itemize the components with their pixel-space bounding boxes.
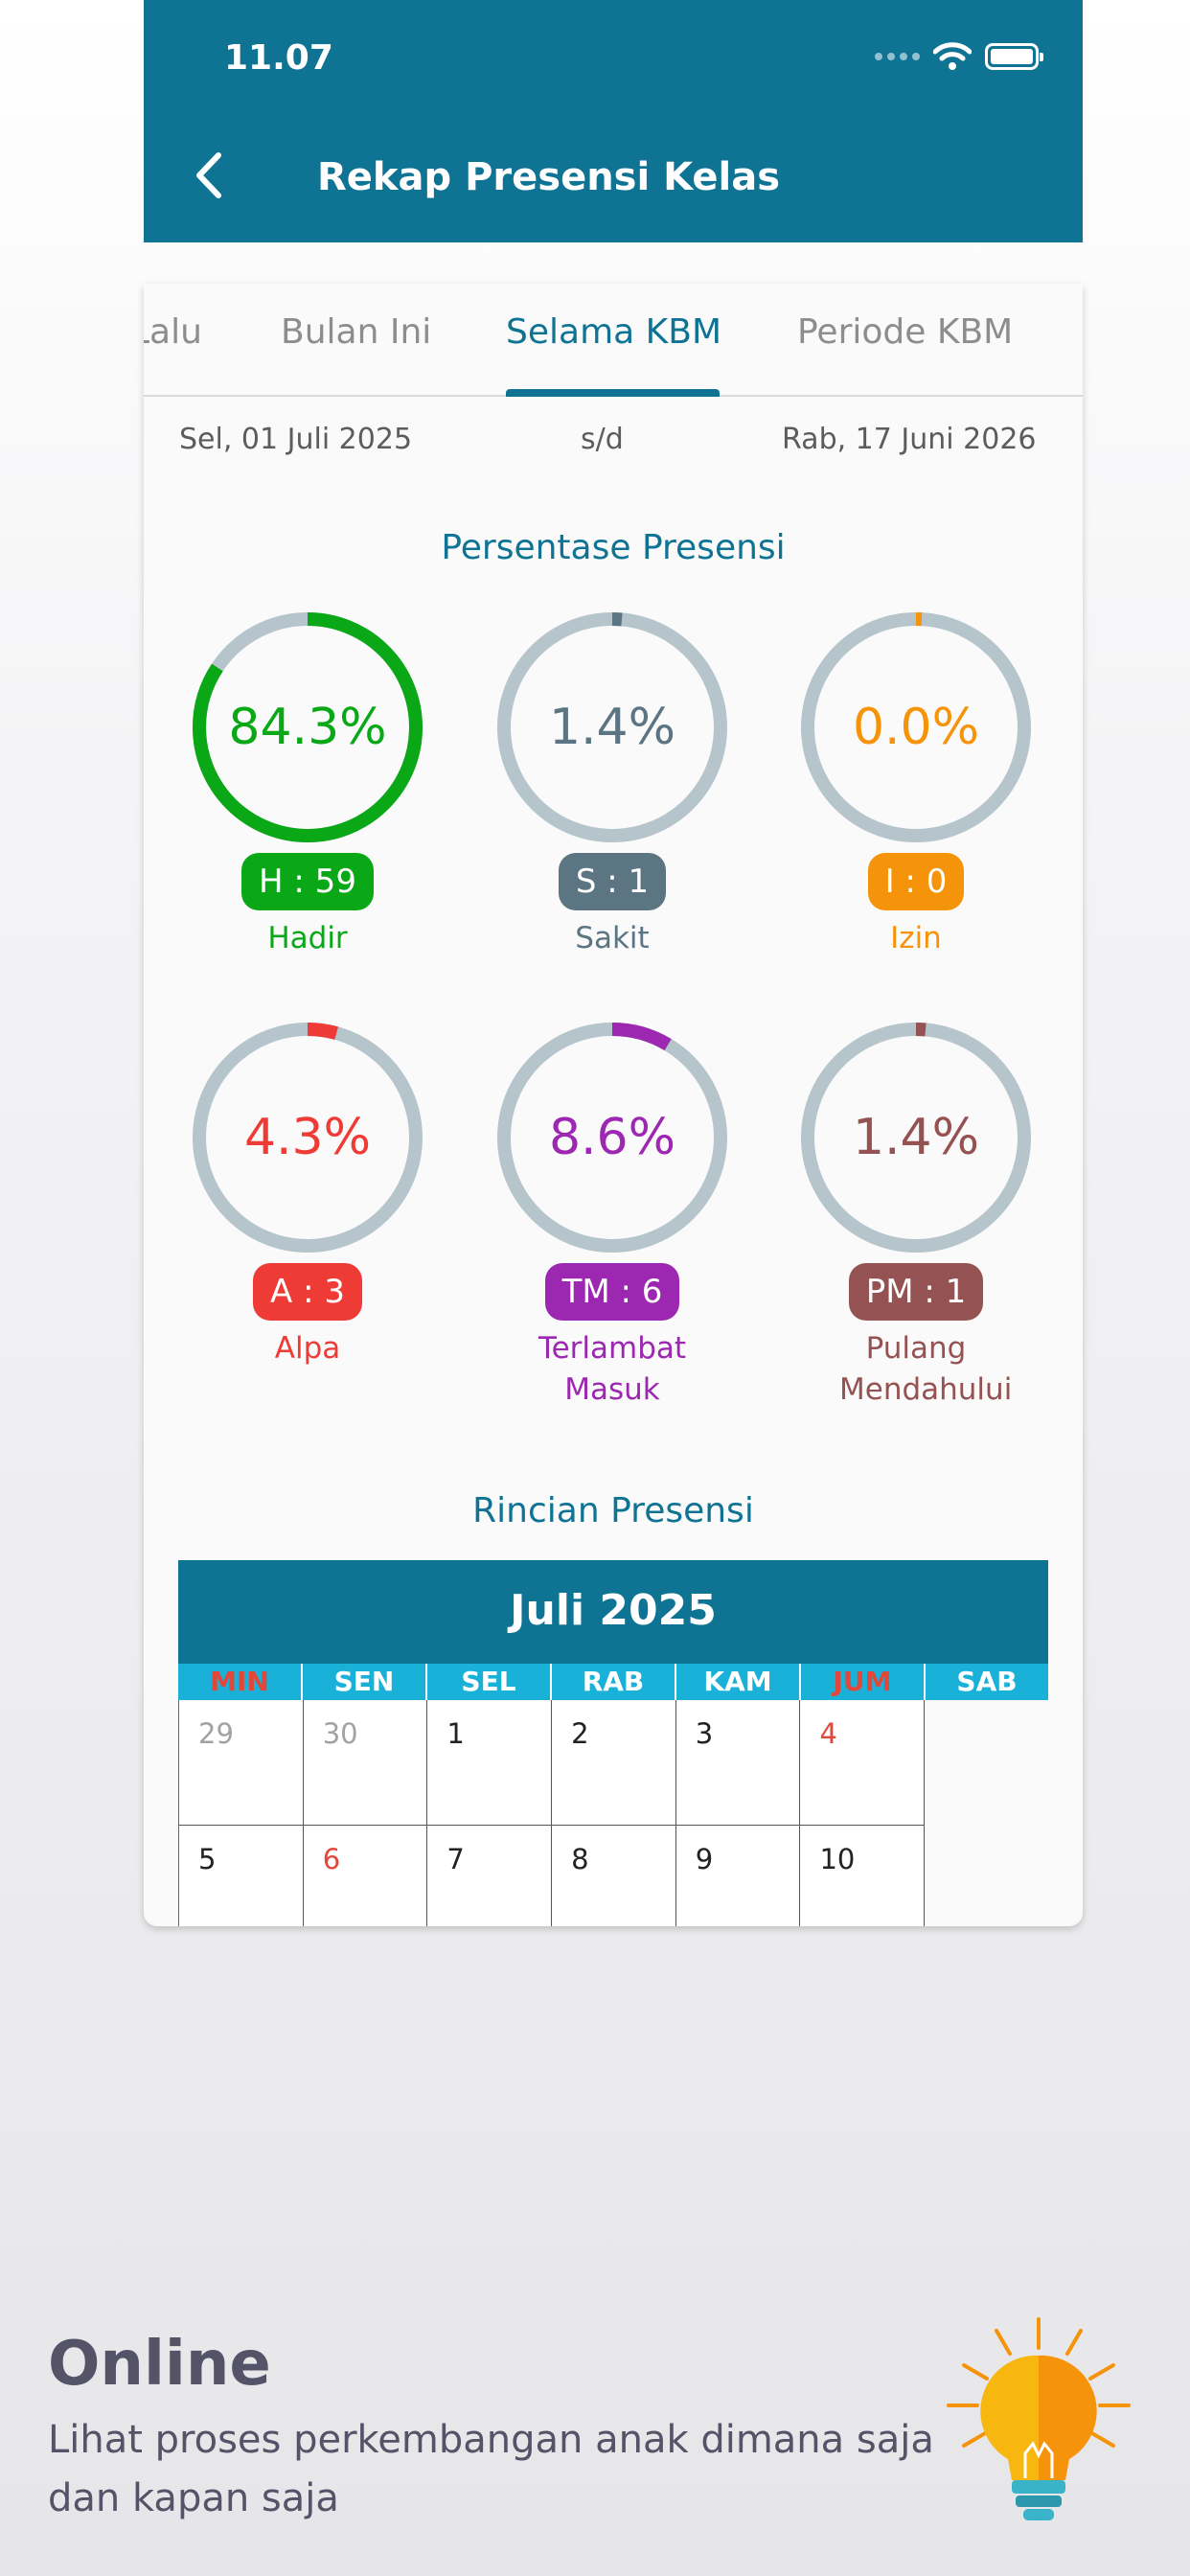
progress-ring: 1.4% [494,610,730,845]
details-title: Rincian Presensi [472,1491,754,1530]
period-tabs: Lalu Bulan Ini Selama KBM Periode KBM [144,284,1083,397]
progress-arc [193,1023,423,1253]
status-icons [875,42,1043,71]
weekday-sel: SEL [427,1664,552,1700]
stat-izin: 0.0% I : 0 Izin [772,610,1060,959]
calendar: Juli 2025 MIN SEN SEL RAB KAM JUM SAB 29 30 1 2 3 4… [178,1560,1048,1926]
count-badge: S : 1 [558,853,667,910]
stat-label: Sakit [575,921,650,955]
tab-bulan-ini[interactable]: Bulan Ini [281,312,432,352]
progress-ring: 4.3% [190,1020,425,1255]
tab-lalu[interactable]: Lalu [144,312,202,352]
stat-terlambat-masuk: 8.6% TM : 6 Terlambat Masuk [469,1020,756,1411]
signal-icon [875,53,920,60]
stat-pulang-mendahului: 1.4% PM : 1 Pulang Mendahului [772,1020,1060,1411]
calendar-day[interactable]: 7 [427,1826,553,1926]
count-badge: TM : 6 [544,1263,680,1321]
wifi-icon [933,42,972,70]
status-time: 11.07 [224,38,333,78]
battery-icon [985,43,1043,70]
calendar-day[interactable]: 3 [675,1700,801,1826]
weekday-sab: SAB [956,1666,1018,1697]
range-separator: s/d [581,423,624,456]
stat-sakit: 1.4% S : 1 Sakit [469,610,756,959]
stat-label: Hadir [267,921,348,955]
calendar-day[interactable]: 1 [427,1700,553,1826]
tab-selama-kbm[interactable]: Selama KBM [506,312,721,352]
count-badge: I : 0 [867,853,965,910]
progress-arc [801,1023,1031,1253]
stat-label: Alpa [274,1331,341,1366]
progress-arc [193,612,423,842]
percent-value: 1.4% [852,1109,980,1166]
progress-ring: 8.6% [494,1020,730,1255]
calendar-day[interactable]: 8 [552,1826,676,1926]
stat-label: Izin [890,921,942,955]
weekday-min: MIN [178,1664,303,1700]
stat-alpa: 4.3% A : 3 Alpa [164,1020,451,1369]
date-range: Sel, 01 Juli 2025 s/d Rab, 17 Juni 2026 [144,423,1083,461]
progress-arc [497,612,727,842]
calendar-day[interactable]: 10 [800,1826,926,1926]
calendar-weekdays: MIN SEN SEL RAB KAM JUM SAB [178,1664,1048,1700]
calendar-day[interactable]: 6 [303,1826,428,1926]
percent-value: 0.0% [852,699,980,756]
percent-value: 4.3% [243,1109,372,1166]
progress-ring: 0.0% [798,610,1034,845]
calendar-day[interactable]: 9 [675,1826,801,1926]
app-bar: 11.07 Rekap Presensi Kelas [144,0,1083,242]
weekday-rab: RAB [552,1664,676,1700]
percent-value: 8.6% [548,1109,676,1166]
percent-value: 84.3% [228,699,387,756]
summary-title: Persentase Presensi [441,528,786,567]
progress-arc [497,1023,727,1253]
progress-arc [801,612,1031,842]
phone-screen: 11.07 Rekap Presensi Kelas Lalu Bulan In… [144,0,1083,1926]
stat-label: Terlambat Masuk [538,1331,687,1407]
calendar-day[interactable]: 30 [303,1700,428,1826]
calendar-grid: 2930123456789101112 [178,1700,1048,1926]
active-tab-indicator [506,389,720,397]
weekday-jum: JUM [801,1664,926,1700]
percent-value: 1.4% [548,699,676,756]
count-badge: PM : 1 [848,1263,984,1321]
calendar-month: Juli 2025 [178,1560,1048,1664]
feature-title: Online [48,2329,271,2400]
weekday-kam: KAM [676,1664,801,1700]
page-title: Rekap Presensi Kelas [317,155,781,199]
back-icon[interactable] [190,151,228,199]
start-date: Sel, 01 Juli 2025 [179,423,413,456]
calendar-day[interactable]: 29 [179,1700,304,1826]
weekday-sen: SEN [303,1664,427,1700]
feature-description: Lihat proses perkembangan anak dimana sa… [48,2418,934,2520]
tab-periode-kbm[interactable]: Periode KBM [797,312,1014,352]
attendance-card: Lalu Bulan Ini Selama KBM Periode KBM Se… [144,284,1083,1926]
count-badge: H : 59 [241,853,374,910]
count-badge: A : 3 [253,1263,362,1321]
lightbulb-icon [947,2317,1131,2520]
progress-ring: 84.3% [190,610,425,845]
progress-ring: 1.4% [798,1020,1034,1255]
calendar-day[interactable]: 2 [552,1700,676,1826]
stat-hadir: 84.3% H : 59 Hadir [164,610,451,959]
stat-label: Pulang Mendahului [839,1331,1013,1407]
end-date: Rab, 17 Juni 2026 [782,423,1037,456]
calendar-day[interactable]: 5 [179,1826,304,1926]
calendar-day[interactable]: 4 [800,1700,926,1826]
